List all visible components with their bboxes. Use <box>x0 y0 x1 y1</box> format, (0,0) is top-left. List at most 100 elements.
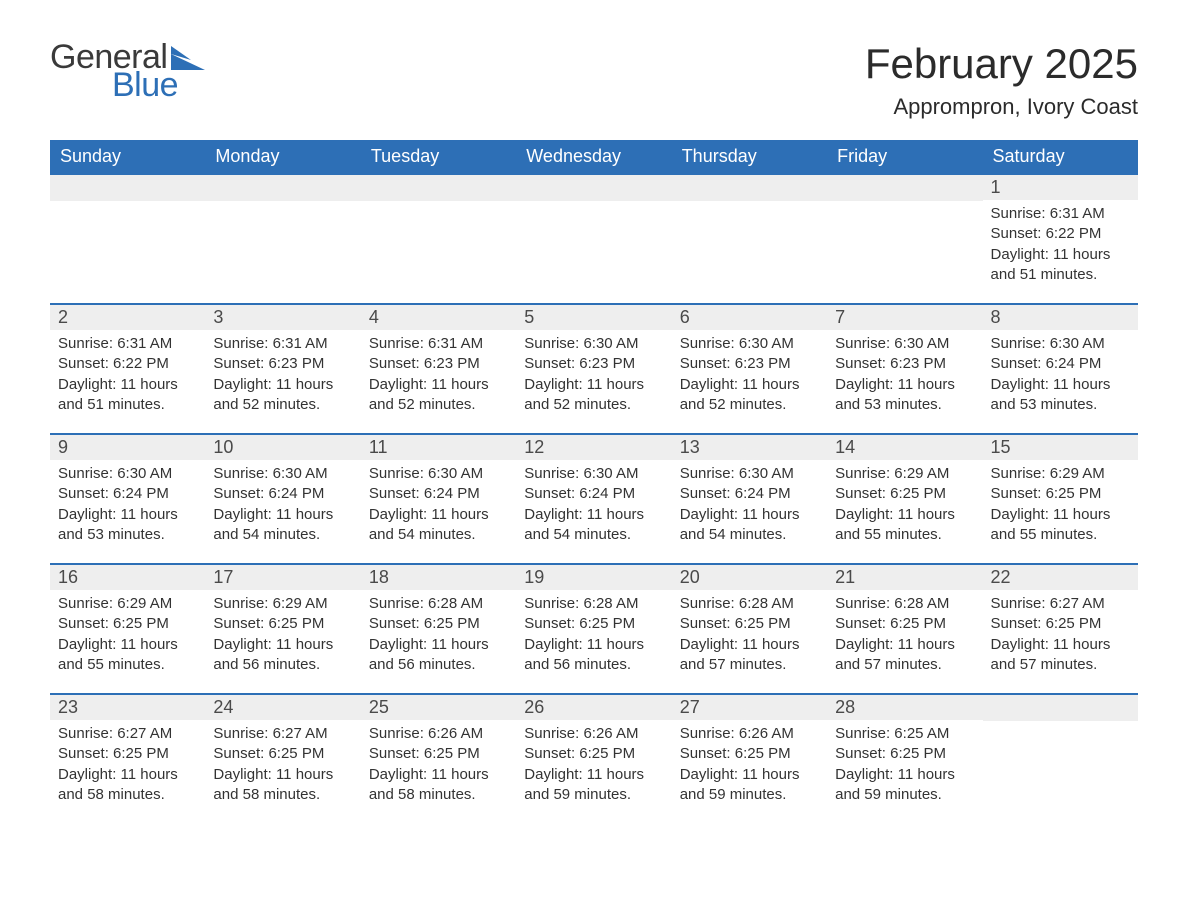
day-content: Sunrise: 6:30 AMSunset: 6:23 PMDaylight:… <box>672 330 827 425</box>
sunset-text: Sunset: 6:25 PM <box>58 744 197 764</box>
calendar-cell: 28Sunrise: 6:25 AMSunset: 6:25 PMDayligh… <box>827 694 982 824</box>
day-number: 6 <box>672 305 827 330</box>
day-number: 1 <box>983 175 1138 200</box>
calendar-week-row: 16Sunrise: 6:29 AMSunset: 6:25 PMDayligh… <box>50 564 1138 694</box>
sunrise-text: Sunrise: 6:27 AM <box>58 724 197 744</box>
day-content: Sunrise: 6:31 AMSunset: 6:23 PMDaylight:… <box>361 330 516 425</box>
day-number: 8 <box>983 305 1138 330</box>
sunset-text: Sunset: 6:23 PM <box>524 354 663 374</box>
sunset-text: Sunset: 6:25 PM <box>835 484 974 504</box>
day-header: Monday <box>205 140 360 174</box>
daylight-text: Daylight: 11 hours and 59 minutes. <box>680 765 819 806</box>
calendar-cell <box>361 174 516 304</box>
day-content: Sunrise: 6:27 AMSunset: 6:25 PMDaylight:… <box>205 720 360 815</box>
day-number: 19 <box>516 565 671 590</box>
empty-day-number <box>983 695 1138 721</box>
day-number: 11 <box>361 435 516 460</box>
sunset-text: Sunset: 6:24 PM <box>58 484 197 504</box>
day-header-row: Sunday Monday Tuesday Wednesday Thursday… <box>50 140 1138 174</box>
day-content: Sunrise: 6:31 AMSunset: 6:22 PMDaylight:… <box>983 200 1138 295</box>
calendar-cell: 23Sunrise: 6:27 AMSunset: 6:25 PMDayligh… <box>50 694 205 824</box>
sunrise-text: Sunrise: 6:30 AM <box>991 334 1130 354</box>
sunrise-text: Sunrise: 6:30 AM <box>680 334 819 354</box>
daylight-text: Daylight: 11 hours and 57 minutes. <box>835 635 974 676</box>
empty-day-number <box>361 175 516 201</box>
sunrise-text: Sunrise: 6:31 AM <box>369 334 508 354</box>
day-number: 22 <box>983 565 1138 590</box>
sunset-text: Sunset: 6:23 PM <box>369 354 508 374</box>
daylight-text: Daylight: 11 hours and 54 minutes. <box>213 505 352 546</box>
sunset-text: Sunset: 6:24 PM <box>213 484 352 504</box>
sunset-text: Sunset: 6:25 PM <box>991 614 1130 634</box>
calendar-cell: 6Sunrise: 6:30 AMSunset: 6:23 PMDaylight… <box>672 304 827 434</box>
calendar-body: 1Sunrise: 6:31 AMSunset: 6:22 PMDaylight… <box>50 174 1138 824</box>
empty-day-number <box>205 175 360 201</box>
page-header: General Blue February 2025 Apprompron, I… <box>50 40 1138 120</box>
daylight-text: Daylight: 11 hours and 58 minutes. <box>213 765 352 806</box>
sunrise-text: Sunrise: 6:27 AM <box>213 724 352 744</box>
day-content: Sunrise: 6:28 AMSunset: 6:25 PMDaylight:… <box>361 590 516 685</box>
sunset-text: Sunset: 6:24 PM <box>369 484 508 504</box>
day-number: 23 <box>50 695 205 720</box>
day-content: Sunrise: 6:28 AMSunset: 6:25 PMDaylight:… <box>672 590 827 685</box>
sunset-text: Sunset: 6:25 PM <box>524 614 663 634</box>
calendar-cell <box>672 174 827 304</box>
daylight-text: Daylight: 11 hours and 56 minutes. <box>524 635 663 676</box>
daylight-text: Daylight: 11 hours and 56 minutes. <box>369 635 508 676</box>
calendar-cell <box>50 174 205 304</box>
calendar-cell: 1Sunrise: 6:31 AMSunset: 6:22 PMDaylight… <box>983 174 1138 304</box>
daylight-text: Daylight: 11 hours and 59 minutes. <box>835 765 974 806</box>
calendar-cell: 8Sunrise: 6:30 AMSunset: 6:24 PMDaylight… <box>983 304 1138 434</box>
calendar-week-row: 2Sunrise: 6:31 AMSunset: 6:22 PMDaylight… <box>50 304 1138 434</box>
day-number: 17 <box>205 565 360 590</box>
day-content: Sunrise: 6:29 AMSunset: 6:25 PMDaylight:… <box>827 460 982 555</box>
sunrise-text: Sunrise: 6:26 AM <box>680 724 819 744</box>
calendar-cell: 7Sunrise: 6:30 AMSunset: 6:23 PMDaylight… <box>827 304 982 434</box>
day-number: 4 <box>361 305 516 330</box>
day-content: Sunrise: 6:26 AMSunset: 6:25 PMDaylight:… <box>361 720 516 815</box>
day-content: Sunrise: 6:30 AMSunset: 6:24 PMDaylight:… <box>983 330 1138 425</box>
location-label: Apprompron, Ivory Coast <box>865 94 1138 120</box>
daylight-text: Daylight: 11 hours and 55 minutes. <box>991 505 1130 546</box>
daylight-text: Daylight: 11 hours and 58 minutes. <box>58 765 197 806</box>
day-content: Sunrise: 6:30 AMSunset: 6:24 PMDaylight:… <box>672 460 827 555</box>
sunrise-text: Sunrise: 6:30 AM <box>835 334 974 354</box>
day-content: Sunrise: 6:31 AMSunset: 6:22 PMDaylight:… <box>50 330 205 425</box>
day-content: Sunrise: 6:31 AMSunset: 6:23 PMDaylight:… <box>205 330 360 425</box>
day-content: Sunrise: 6:25 AMSunset: 6:25 PMDaylight:… <box>827 720 982 815</box>
daylight-text: Daylight: 11 hours and 53 minutes. <box>991 375 1130 416</box>
sunrise-text: Sunrise: 6:30 AM <box>680 464 819 484</box>
day-content: Sunrise: 6:27 AMSunset: 6:25 PMDaylight:… <box>50 720 205 815</box>
sunset-text: Sunset: 6:25 PM <box>680 744 819 764</box>
day-number: 5 <box>516 305 671 330</box>
daylight-text: Daylight: 11 hours and 55 minutes. <box>835 505 974 546</box>
logo: General Blue <box>50 40 205 102</box>
day-number: 2 <box>50 305 205 330</box>
sunset-text: Sunset: 6:25 PM <box>835 744 974 764</box>
calendar-cell: 11Sunrise: 6:30 AMSunset: 6:24 PMDayligh… <box>361 434 516 564</box>
sunset-text: Sunset: 6:25 PM <box>58 614 197 634</box>
daylight-text: Daylight: 11 hours and 53 minutes. <box>58 505 197 546</box>
calendar-cell: 17Sunrise: 6:29 AMSunset: 6:25 PMDayligh… <box>205 564 360 694</box>
day-content: Sunrise: 6:30 AMSunset: 6:24 PMDaylight:… <box>205 460 360 555</box>
sunset-text: Sunset: 6:23 PM <box>835 354 974 374</box>
sunrise-text: Sunrise: 6:26 AM <box>369 724 508 744</box>
day-number: 10 <box>205 435 360 460</box>
sunrise-text: Sunrise: 6:30 AM <box>213 464 352 484</box>
daylight-text: Daylight: 11 hours and 54 minutes. <box>369 505 508 546</box>
day-number: 13 <box>672 435 827 460</box>
sunset-text: Sunset: 6:25 PM <box>991 484 1130 504</box>
day-number: 16 <box>50 565 205 590</box>
calendar-cell: 13Sunrise: 6:30 AMSunset: 6:24 PMDayligh… <box>672 434 827 564</box>
day-number: 28 <box>827 695 982 720</box>
calendar-cell: 4Sunrise: 6:31 AMSunset: 6:23 PMDaylight… <box>361 304 516 434</box>
daylight-text: Daylight: 11 hours and 52 minutes. <box>680 375 819 416</box>
day-number: 7 <box>827 305 982 330</box>
day-content: Sunrise: 6:30 AMSunset: 6:24 PMDaylight:… <box>516 460 671 555</box>
sunset-text: Sunset: 6:24 PM <box>524 484 663 504</box>
day-number: 18 <box>361 565 516 590</box>
calendar-week-row: 1Sunrise: 6:31 AMSunset: 6:22 PMDaylight… <box>50 174 1138 304</box>
day-number: 12 <box>516 435 671 460</box>
daylight-text: Daylight: 11 hours and 56 minutes. <box>213 635 352 676</box>
calendar-cell: 15Sunrise: 6:29 AMSunset: 6:25 PMDayligh… <box>983 434 1138 564</box>
